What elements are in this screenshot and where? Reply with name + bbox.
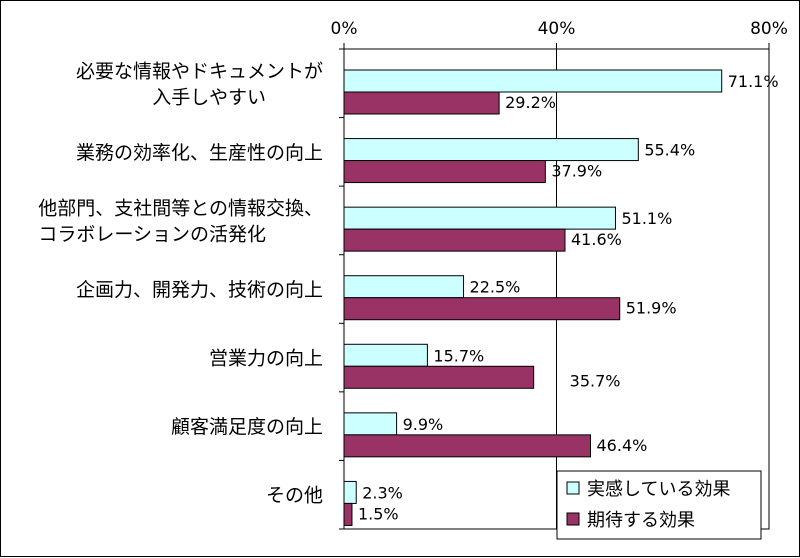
bar-realized-2 xyxy=(343,206,616,230)
category-label-5: 顧客満足度の向上 xyxy=(171,416,323,438)
data-label-realized-3: 22.5% xyxy=(470,278,521,297)
data-label-realized-5: 9.9% xyxy=(403,415,444,434)
legend-box xyxy=(556,470,762,540)
category-label-3: 企画力、開発力、技術の向上 xyxy=(76,279,323,301)
data-label-expected-3: 51.9% xyxy=(626,299,677,318)
data-label-realized-4: 15.7% xyxy=(433,346,484,365)
category-label-0-line2: 入手しやすい xyxy=(152,86,266,108)
category-label-0-line1: 必要な情報やドキュメントが xyxy=(76,60,323,82)
data-label-expected-5: 46.4% xyxy=(597,436,648,455)
bar-realized-3 xyxy=(343,275,465,299)
x-tick-label: 80% xyxy=(750,19,788,39)
bar-realized-4 xyxy=(343,343,428,367)
data-label-expected-1: 37.9% xyxy=(551,162,602,181)
x-tick-label: 40% xyxy=(538,19,576,39)
category-label-1: 業務の効率化、生産性の向上 xyxy=(76,142,323,164)
bar-expected-1 xyxy=(343,160,546,184)
data-label-expected-4: 35.7% xyxy=(570,371,621,390)
data-label-realized-2: 51.1% xyxy=(621,209,672,228)
x-tick-label: 0% xyxy=(331,19,358,39)
bar-realized-6 xyxy=(343,480,357,504)
bar-expected-2 xyxy=(343,228,566,252)
bar-realized-0 xyxy=(343,69,723,93)
bar-expected-6 xyxy=(343,502,353,526)
bar-realized-1 xyxy=(343,138,639,162)
data-label-expected-2: 41.6% xyxy=(571,230,622,249)
bar-realized-5 xyxy=(343,412,398,436)
bar-expected-5 xyxy=(343,434,591,458)
data-label-expected-0: 29.2% xyxy=(505,93,556,112)
category-label-2-line2: コラボレーションの活発化 xyxy=(38,223,266,245)
legend-label-0: 実感している効果 xyxy=(587,479,730,500)
legend-swatch-0 xyxy=(566,481,580,495)
legend-swatch-1 xyxy=(566,512,580,526)
legend-label-1: 期待する効果 xyxy=(587,510,695,531)
bar-expected-4 xyxy=(343,365,535,389)
category-label-6: その他 xyxy=(266,485,323,507)
data-label-expected-6: 1.5% xyxy=(358,504,399,523)
data-label-realized-0: 71.1% xyxy=(728,72,779,91)
data-label-realized-1: 55.4% xyxy=(644,141,695,160)
category-label-2-line1: 他部門、支社間等との情報交換、 xyxy=(38,197,323,219)
bar-expected-0 xyxy=(343,91,500,115)
category-label-4: 営業力の向上 xyxy=(209,348,323,370)
data-label-realized-6: 2.3% xyxy=(362,483,403,502)
bar-expected-3 xyxy=(343,297,621,321)
